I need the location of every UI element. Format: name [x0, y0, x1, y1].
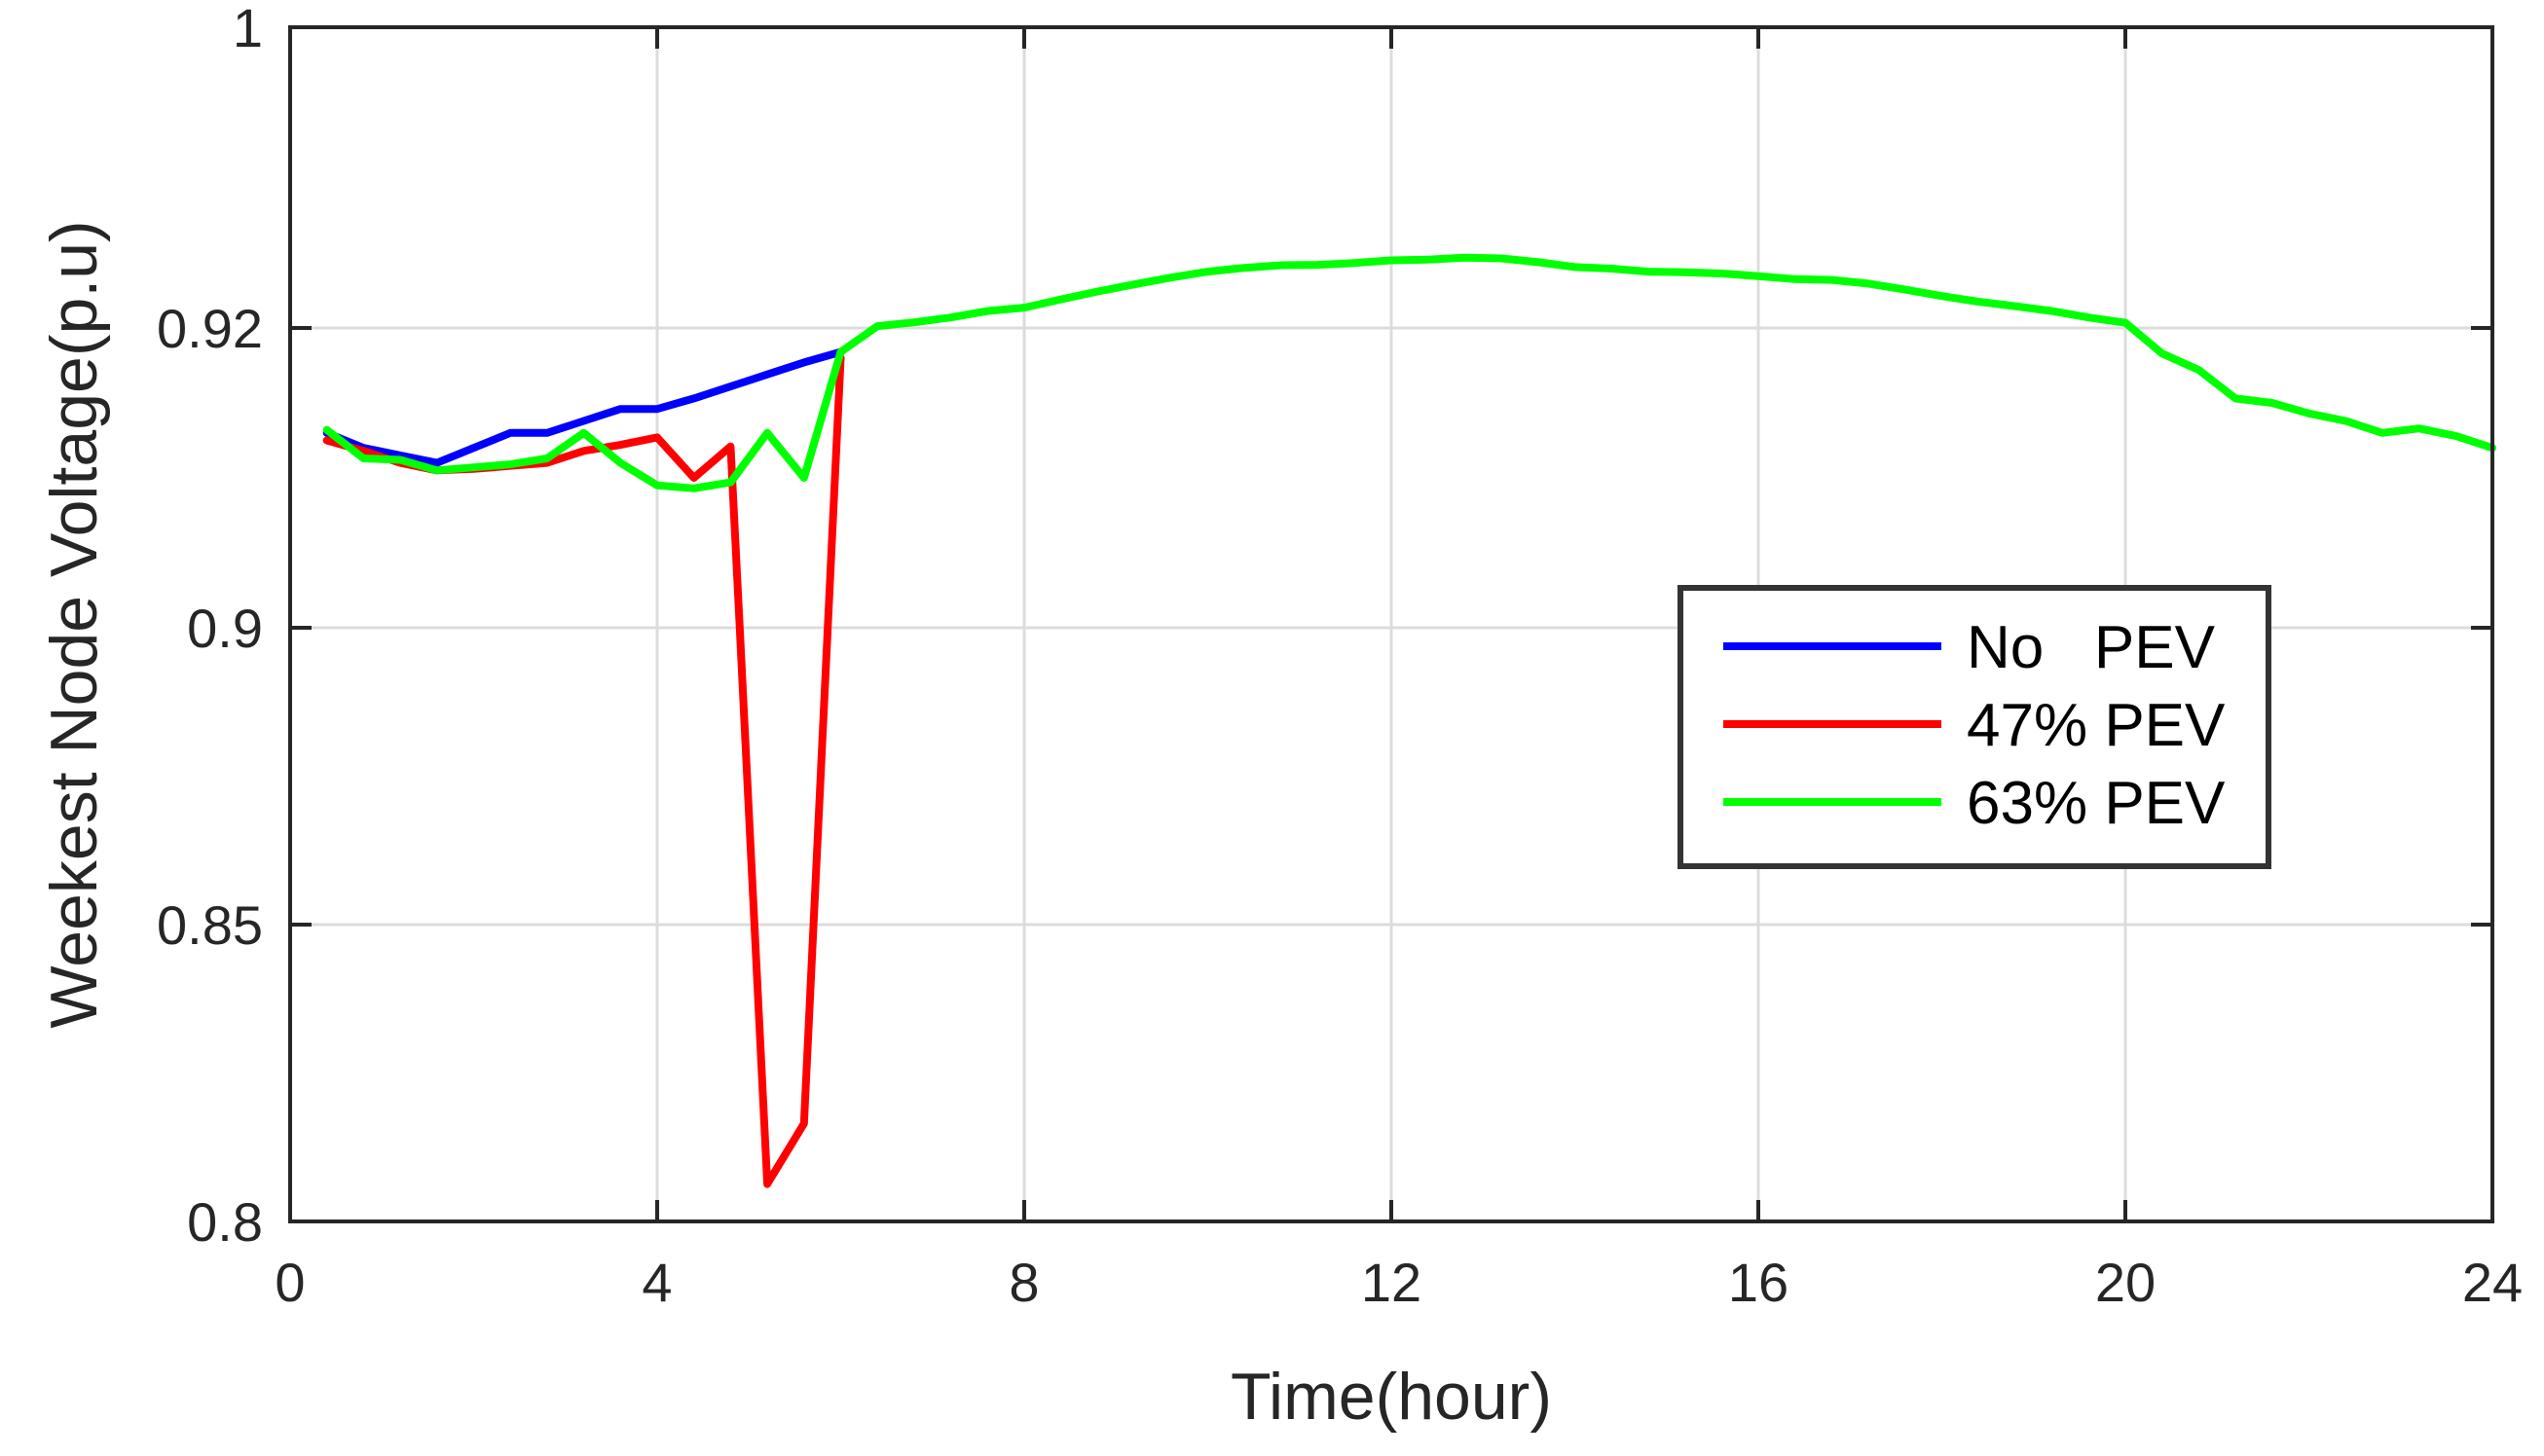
- y-tick-label: 0.85: [157, 894, 263, 956]
- data-series: [322, 253, 2496, 1188]
- y-axis-title: Weekest Node Voltage(p.u): [37, 220, 111, 1028]
- legend-label-63pct-pev: 63% PEV: [1967, 770, 2226, 837]
- axis-ticks: [288, 25, 2494, 1223]
- x-tick-label: 12: [1361, 1252, 1421, 1313]
- x-tick-label: 16: [1728, 1252, 1788, 1313]
- x-tick-label: 20: [2095, 1252, 2156, 1313]
- legend-label-no-pev: No PEV: [1967, 614, 2216, 681]
- x-tick-label: 4: [642, 1252, 672, 1313]
- series-line-no-pev: [322, 347, 845, 467]
- series-line-63pct-pev: [322, 253, 2496, 492]
- x-tick-label: 24: [2462, 1252, 2523, 1313]
- y-tick-label: 0.9: [187, 598, 263, 659]
- x-tick-label: 8: [1009, 1252, 1039, 1313]
- x-axis-title: Time(hour): [1231, 1360, 1552, 1434]
- y-tick-label: 1: [233, 0, 263, 58]
- legend-label-47pct-pev: 47% PEV: [1967, 692, 2226, 759]
- tick-labels: 0 4 8 12 16 20 24 0.8 0.85 0.9 0.92 1: [157, 0, 2523, 1313]
- y-tick-label: 0.8: [187, 1191, 263, 1253]
- legend: No PEV 47% PEV 63% PEV: [1678, 585, 2271, 869]
- x-tick-label: 0: [275, 1252, 305, 1313]
- y-tick-label: 0.92: [157, 298, 263, 359]
